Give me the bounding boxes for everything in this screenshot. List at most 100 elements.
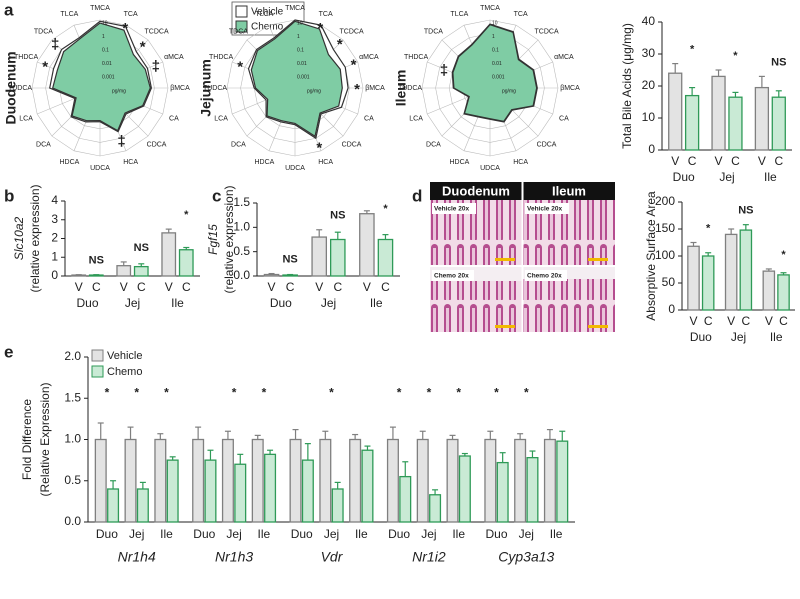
radar-axis-label: CDCA <box>342 141 362 148</box>
bar <box>124 438 137 523</box>
y-axis-label: Fgf15 <box>206 224 220 255</box>
radar-tick-label: 0.1 <box>102 48 109 54</box>
y-tick-label: 1.0 <box>64 432 81 446</box>
radar-axis-label: TUDCA <box>203 85 227 92</box>
y-tick-label: 10 <box>642 110 656 124</box>
panel-label: d <box>412 186 422 205</box>
x-tick-label: Duo <box>96 527 118 541</box>
radar-axis-label: HCA <box>318 159 333 166</box>
bar <box>514 438 527 523</box>
y-tick-label: 1.5 <box>64 390 81 404</box>
significance: * <box>337 36 343 53</box>
bar <box>458 455 471 523</box>
bar <box>762 270 776 311</box>
bar <box>319 438 332 523</box>
scale-bar <box>588 258 608 261</box>
x-tick-label: V <box>727 314 735 328</box>
legend-swatch <box>235 20 248 33</box>
radar-tick-label: 0.1 <box>297 48 304 54</box>
x-tick-label: V <box>120 280 128 294</box>
bar <box>192 438 205 523</box>
image-label: Chemo 20x <box>527 273 562 280</box>
x-tick-label: C <box>704 314 713 328</box>
x-tick-label: V <box>715 154 723 168</box>
label-box <box>432 203 476 214</box>
significance: * <box>383 203 388 215</box>
x-tick-label: V <box>315 280 323 294</box>
scale-bar <box>495 258 515 261</box>
x-tick-label: V <box>671 154 679 168</box>
y-tick-label: 30 <box>642 46 656 60</box>
bar <box>526 456 539 523</box>
x-tick-label: V <box>363 280 371 294</box>
group-label: Ile <box>770 330 783 344</box>
group-label: Ile <box>171 296 184 310</box>
y-tick-label: 2.0 <box>64 349 81 363</box>
bar <box>668 72 683 151</box>
x-tick-label: Duo <box>193 527 215 541</box>
y-tick-label: 3 <box>51 212 58 226</box>
x-tick-label: C <box>742 314 751 328</box>
radar-axis-label: TCDCA <box>535 28 559 35</box>
x-tick-label: C <box>688 154 697 168</box>
radar-tick-label: 0.01 <box>492 61 502 67</box>
image-label: Vehicle 20x <box>527 206 562 213</box>
bar <box>361 449 374 523</box>
x-tick-label: V <box>689 314 697 328</box>
scale-bar <box>495 325 515 328</box>
panel-label: a <box>4 0 14 19</box>
radar-axis-label: TCDCA <box>145 28 169 35</box>
significance: * <box>316 140 322 157</box>
radar-axis-label: αMCA <box>554 54 574 61</box>
x-tick-label: C <box>286 280 295 294</box>
column-title: Ileum <box>552 183 586 198</box>
bar <box>728 96 743 151</box>
radar-axis-label: DCA <box>231 141 246 148</box>
y-tick-label: 20 <box>642 78 656 92</box>
radar-unit: pg/mg <box>502 88 516 94</box>
y-axis-label: Slc10a2 <box>12 216 26 260</box>
x-tick-label: C <box>381 280 390 294</box>
bar <box>771 96 786 151</box>
y-axis-label: Fold Difference <box>20 399 34 480</box>
significance: NS <box>282 253 297 265</box>
significance: * <box>397 385 402 399</box>
significance: ‡ <box>117 133 125 150</box>
image-label: Vehicle 20x <box>434 206 469 213</box>
significance: NS <box>330 210 345 222</box>
x-tick-label: V <box>75 280 83 294</box>
gene-label: Nr1h4 <box>118 549 156 565</box>
x-tick-label: C <box>731 154 740 168</box>
group-label: Jej <box>321 296 336 310</box>
label-box <box>432 270 474 281</box>
radar-axis-label: βMCA <box>560 85 580 92</box>
significance: * <box>42 58 48 75</box>
y-tick-label: 0 <box>51 268 58 282</box>
bar <box>116 265 132 277</box>
bar <box>543 438 556 523</box>
x-tick-label: V <box>765 314 773 328</box>
gene-label: Cyp3a13 <box>498 549 554 565</box>
radar-axis-label: βMCA <box>170 85 190 92</box>
radar-tick-label: 0.01 <box>102 61 112 67</box>
y-tick-label: 0.5 <box>233 244 250 258</box>
x-tick-label: V <box>758 154 766 168</box>
bar <box>416 438 429 523</box>
bar <box>777 274 790 311</box>
bar <box>687 245 700 311</box>
significance: * <box>354 81 360 98</box>
radar-axis-label: αMCA <box>359 54 379 61</box>
radar-axis-label: THDCA <box>209 54 233 61</box>
radar-title: Jejunum <box>198 59 214 117</box>
bar <box>429 494 442 523</box>
radar-tick-label: 0.001 <box>297 75 310 81</box>
y-tick-label: 1.5 <box>233 195 250 209</box>
bar <box>739 229 753 311</box>
radar-axis-label: TMCA <box>285 5 305 12</box>
radar-unit: pg/mg <box>112 88 126 94</box>
radar-tick-label: 1 <box>102 34 105 40</box>
gene-label: Vdr <box>321 549 344 565</box>
significance: * <box>706 222 711 234</box>
radar-tick-label: 10 <box>492 20 498 26</box>
bar <box>154 438 167 523</box>
